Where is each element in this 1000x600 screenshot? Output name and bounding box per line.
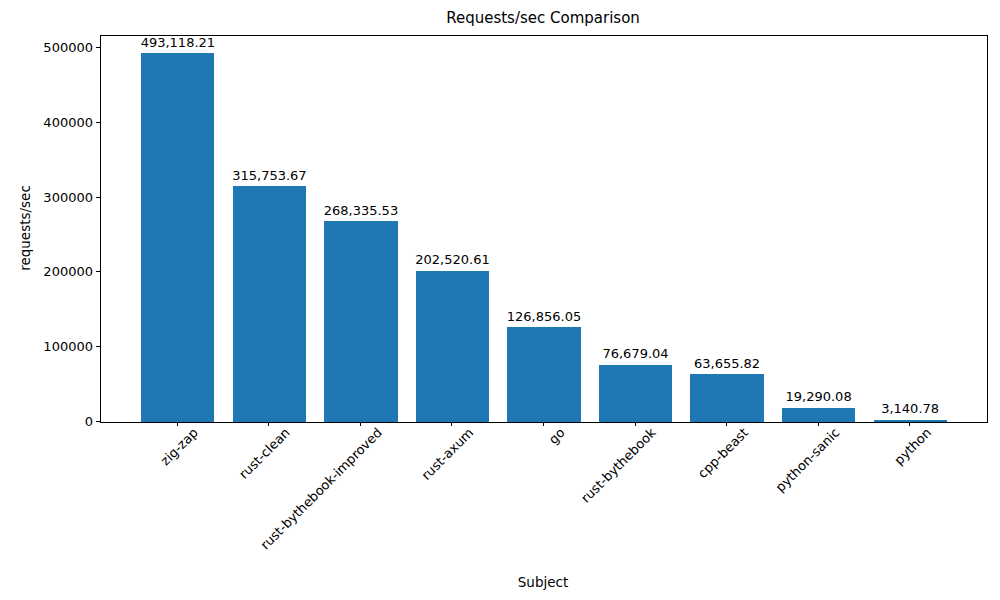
x-tick-label: zig-zap — [158, 425, 201, 468]
x-tick-mark — [543, 422, 544, 426]
y-tick-label: 100000 — [43, 339, 93, 354]
x-tick-mark — [635, 422, 636, 426]
x-tick-mark — [818, 422, 819, 426]
x-tick-label: rust-bythebook — [578, 425, 659, 506]
x-tick-mark — [726, 422, 727, 426]
x-tick-mark — [451, 422, 452, 426]
chart-title: Requests/sec Comparison — [100, 9, 986, 27]
y-tick-label: 300000 — [43, 189, 93, 204]
y-tick-mark — [96, 346, 100, 347]
bar-rust-bythebook — [599, 365, 672, 422]
bar-rust-axum — [416, 271, 489, 422]
y-tick-mark — [96, 421, 100, 422]
y-axis-label: requests/sec — [17, 185, 33, 271]
y-tick-mark — [96, 271, 100, 272]
x-tick-mark — [360, 422, 361, 426]
bar-value-label: 63,655.82 — [694, 357, 760, 371]
y-tick-label: 200000 — [43, 264, 93, 279]
figure: Requests/sec Comparison requests/sec 493… — [0, 0, 1000, 600]
x-tick-label: cpp-beast — [694, 425, 750, 481]
bar-value-label: 19,290.08 — [785, 390, 851, 404]
x-axis-label: Subject — [100, 574, 986, 590]
y-tick-label: 0 — [85, 414, 93, 429]
bar-value-label: 202,520.61 — [415, 253, 489, 267]
x-tick-label: python-sanic — [772, 425, 842, 495]
bar-python — [874, 420, 947, 422]
bar-python-sanic — [782, 408, 855, 422]
plot-area: 493,118.21 315,753.67 268,335.53 202,520.61… — [100, 35, 988, 423]
bar-value-label: 3,140.78 — [881, 402, 939, 416]
y-tick-mark — [96, 122, 100, 123]
y-tick-mark — [96, 47, 100, 48]
x-tick-label: rust-clean — [236, 425, 293, 482]
x-tick-mark — [268, 422, 269, 426]
bar-value-label: 268,335.53 — [324, 204, 398, 218]
y-tick-mark — [96, 197, 100, 198]
bar-zig-zap — [141, 53, 214, 422]
bar-value-label: 493,118.21 — [141, 36, 215, 50]
x-tick-mark — [909, 422, 910, 426]
bar-cpp-beast — [690, 374, 763, 422]
bar-rust-bythebook-improved — [324, 221, 397, 422]
bar-value-label: 315,753.67 — [232, 169, 306, 183]
x-tick-label: python — [891, 425, 934, 468]
bar-value-label: 126,856.05 — [507, 310, 581, 324]
x-tick-mark — [177, 422, 178, 426]
bar-go — [507, 327, 580, 422]
y-tick-label: 500000 — [43, 39, 93, 54]
x-tick-label: rust-axum — [418, 425, 476, 483]
bar-value-label: 76,679.04 — [602, 347, 668, 361]
x-tick-label: go — [546, 425, 568, 447]
bar-rust-clean — [233, 186, 306, 422]
y-tick-label: 400000 — [43, 114, 93, 129]
